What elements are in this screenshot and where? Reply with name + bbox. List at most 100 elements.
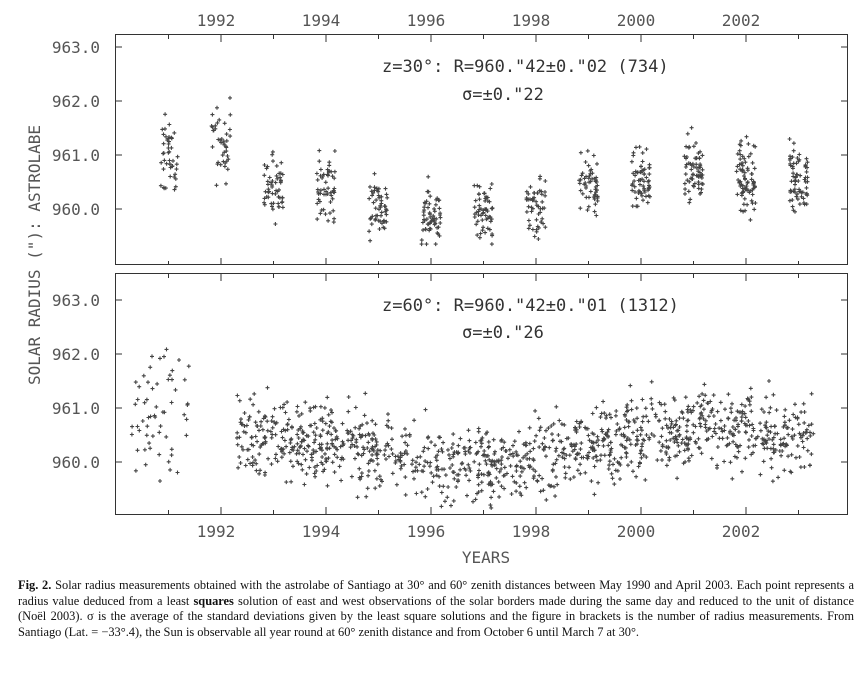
bottom-data-point — [523, 453, 528, 458]
bottom-data-point — [805, 436, 810, 441]
top-data-point — [370, 193, 375, 198]
bottom-data-point — [358, 477, 363, 482]
top-data-point — [314, 171, 319, 176]
bottom-data-point — [312, 465, 317, 470]
top-data-point — [595, 161, 599, 166]
bottom-data-point — [479, 472, 484, 477]
top-data-point — [577, 181, 582, 186]
top-data-point — [273, 180, 278, 185]
top-data-point — [222, 150, 227, 155]
bottom-data-point — [350, 442, 355, 447]
bottom-data-point — [688, 408, 693, 412]
bottom-data-point — [308, 423, 312, 428]
bottom-data-point — [257, 428, 261, 433]
bottom-data-point — [157, 452, 162, 457]
bottom-data-point — [696, 445, 701, 450]
bottom-data-point — [319, 442, 324, 447]
top-data-point — [422, 200, 427, 205]
top-data-point — [640, 168, 645, 173]
top-data-point — [694, 173, 699, 178]
bottom-data-point — [541, 447, 546, 452]
top-data-point — [171, 158, 175, 163]
top-data-point — [419, 238, 424, 243]
bottom-data-point — [242, 411, 247, 415]
top-data-point — [791, 141, 796, 146]
top-data-point — [328, 211, 332, 216]
top-data-point — [161, 151, 166, 155]
top-data-point — [687, 179, 692, 184]
bottom-data-point — [410, 462, 414, 467]
bottom-ytick-962: 962.0 — [52, 345, 100, 364]
bottom-data-point — [680, 437, 685, 442]
bottom-data-point — [724, 443, 729, 448]
bottom-data-point — [683, 395, 688, 400]
bottom-data-point — [398, 451, 403, 456]
top-data-point — [587, 180, 592, 185]
bottom-data-point — [262, 414, 267, 419]
bottom-data-point — [400, 434, 405, 439]
bottom-data-point — [492, 452, 497, 456]
bottom-data-point — [502, 440, 507, 445]
bottom-data-point — [456, 451, 461, 456]
top-data-point — [373, 206, 378, 211]
top-data-point — [323, 180, 328, 185]
bottom-data-point — [302, 438, 307, 443]
top-data-point — [270, 149, 275, 154]
top-data-point — [585, 208, 590, 213]
bottom-data-point — [762, 410, 766, 414]
bottom-data-point — [323, 421, 328, 426]
bottom-data-point — [237, 455, 242, 459]
top-data-point — [593, 190, 598, 195]
bottom-data-point — [307, 465, 312, 470]
top-data-point — [737, 142, 742, 147]
bottom-data-point — [559, 422, 564, 427]
top-data-point — [167, 135, 171, 139]
bottom-data-point — [531, 446, 536, 451]
bottom-data-point — [506, 456, 510, 461]
bottom-data-point — [662, 402, 667, 407]
bottom-data-point — [403, 426, 407, 431]
top-data-point — [752, 207, 757, 212]
bottom-data-point — [378, 448, 383, 453]
top-data-point — [750, 192, 755, 197]
bottom-panel-points — [129, 347, 816, 510]
x-axis-label: YEARS — [462, 548, 510, 567]
bottom-data-point — [536, 416, 541, 421]
bottom-data-point — [160, 410, 165, 415]
top-data-point — [488, 186, 493, 191]
top-data-point — [688, 197, 693, 202]
bottom-data-point — [185, 403, 190, 407]
bottom-data-point — [323, 451, 327, 456]
bottom-data-point — [628, 442, 633, 447]
bottom-data-point — [677, 425, 682, 429]
bottom-data-point — [591, 456, 596, 460]
bottom-data-point — [750, 422, 755, 427]
top-data-point — [385, 195, 390, 200]
bottom-data-point — [490, 463, 495, 468]
bottom-data-point — [366, 473, 371, 478]
top-data-point — [383, 186, 388, 191]
top-data-point — [223, 144, 228, 149]
bottom-data-point — [560, 455, 565, 460]
top-data-point — [224, 149, 229, 154]
bottom-data-point — [375, 456, 380, 461]
bottom-data-point — [439, 504, 444, 509]
bottom-data-point — [733, 442, 738, 447]
top-data-point — [696, 180, 701, 185]
top-data-point — [739, 138, 744, 143]
bottom-data-point — [746, 419, 751, 423]
top-data-point — [595, 183, 600, 188]
bottom-panel-annotation-line1: z=60°: R=960."42±0."01 (1312) — [382, 296, 679, 316]
top-data-point — [271, 159, 275, 164]
bottom-data-point — [809, 452, 814, 457]
bottom-data-point — [458, 467, 463, 472]
bottom-data-point — [776, 475, 781, 480]
bottom-data-point — [667, 417, 672, 421]
bottom-data-point — [439, 447, 444, 451]
bottom-data-point — [778, 437, 783, 442]
bottom-data-point — [135, 397, 140, 402]
bottom-data-point — [158, 424, 163, 429]
bottom-data-point — [168, 467, 173, 472]
top-data-point — [735, 151, 740, 156]
top-data-point — [791, 208, 796, 213]
